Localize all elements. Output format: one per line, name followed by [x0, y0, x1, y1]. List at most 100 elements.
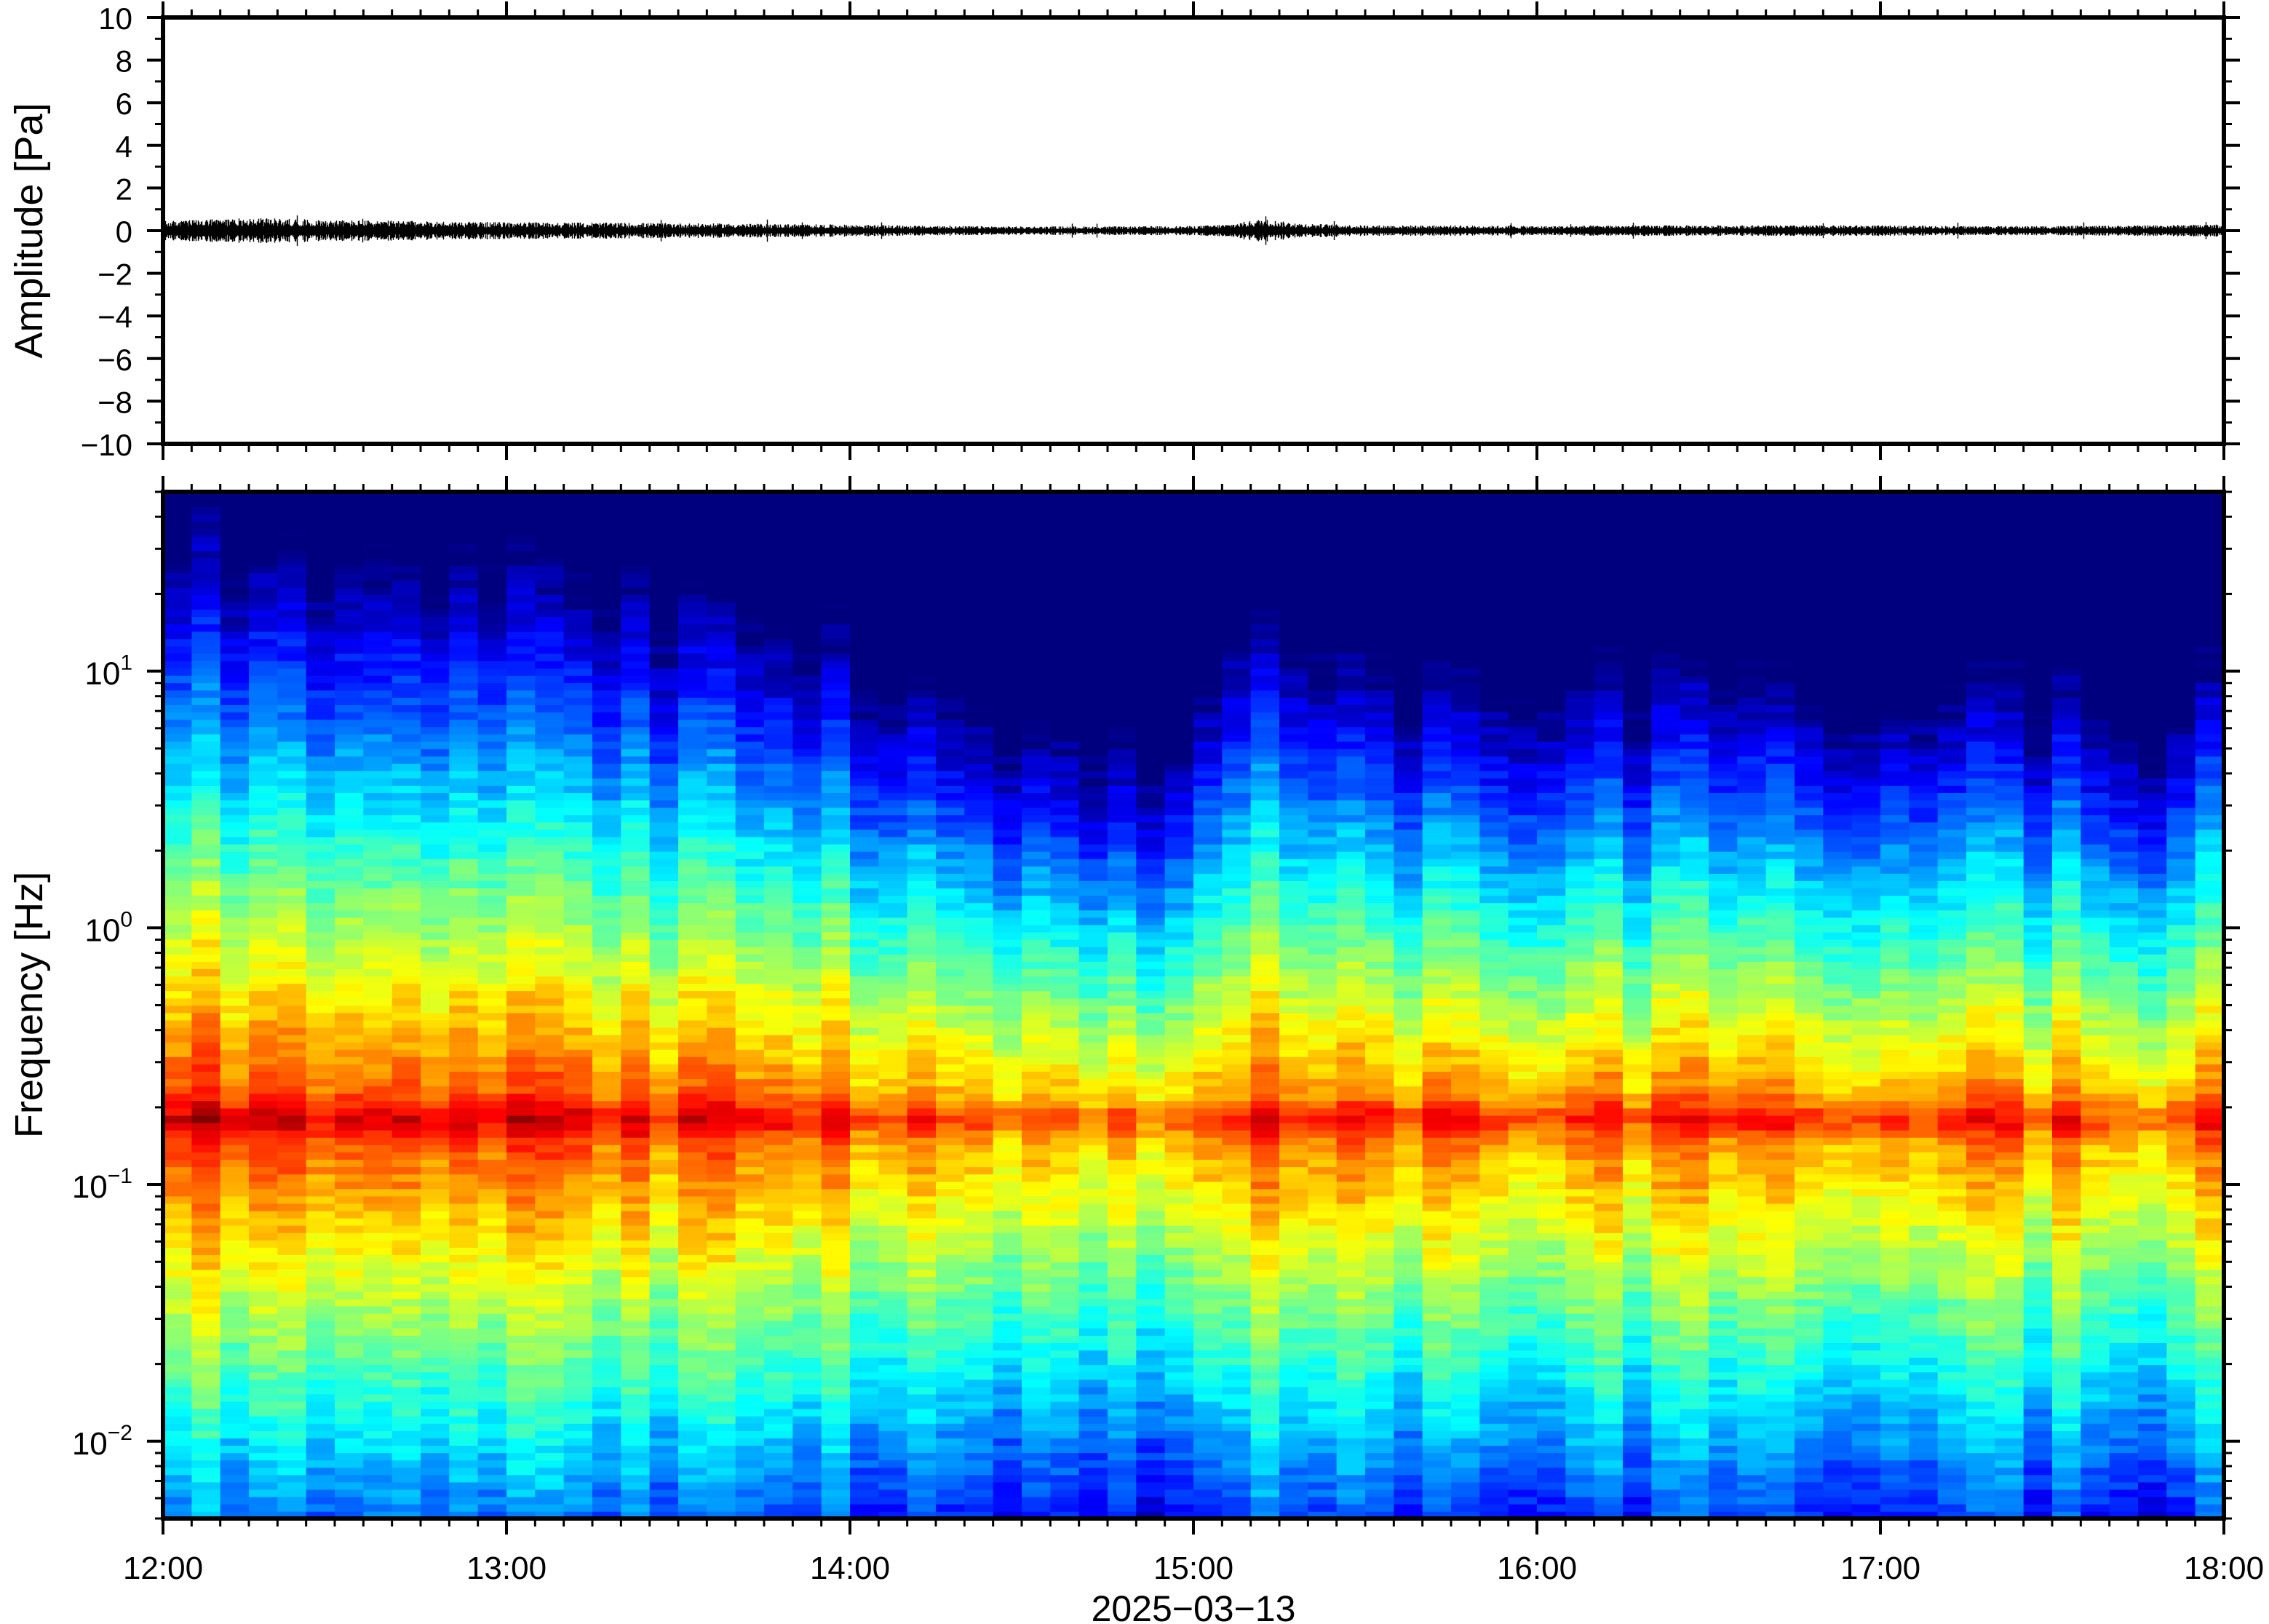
spectrogram-cell: [792, 1298, 822, 1307]
spectrogram-cell: [850, 712, 880, 720]
spectrogram-cell: [678, 1188, 708, 1197]
spectrogram-cell: [1022, 1144, 1052, 1153]
waveform-y-tick-label: 10: [98, 1, 132, 36]
spectrogram-cell: [792, 1086, 822, 1094]
spectrogram-cell: [907, 1313, 937, 1321]
spectrogram-cell: [477, 712, 507, 720]
spectrogram-cell: [878, 1034, 908, 1043]
spectrogram-cell: [1022, 1093, 1052, 1102]
spectrogram-cell: [421, 1430, 450, 1438]
spectrogram-cell: [392, 492, 421, 500]
spectrogram-cell: [392, 821, 421, 830]
spectrogram-cell: [592, 800, 622, 808]
spectrogram-cell: [850, 1467, 880, 1476]
spectrogram-cell: [363, 1496, 393, 1505]
spectrogram-cell: [592, 1137, 622, 1145]
spectrogram-cell: [191, 1247, 221, 1255]
spectrogram-cell: [392, 851, 421, 859]
spectrogram-cell: [1136, 1364, 1166, 1373]
spectrogram-cell: [163, 550, 193, 559]
spectrogram-cell: [764, 557, 794, 566]
waveform-y-tick-label: −2: [98, 258, 132, 292]
spectrogram-cell: [1022, 1408, 1052, 1417]
spectrogram-cell: [563, 1445, 593, 1454]
spectrogram-cell: [878, 1262, 908, 1270]
spectrogram-cell: [535, 565, 565, 573]
spectrogram-cell: [477, 785, 507, 794]
spectrogram-cell: [964, 931, 994, 940]
spectrogram-cell: [535, 785, 565, 794]
spectrogram-cell: [563, 888, 593, 896]
spectrogram-cell: [707, 726, 736, 735]
spectrogram-cell: [850, 726, 880, 735]
spectrogram-cell: [1022, 631, 1052, 640]
spectrogram-cell: [506, 594, 536, 602]
spectrogram-cell: [792, 712, 822, 720]
spectrogram-cell: [535, 1313, 565, 1321]
spectrogram-cell: [191, 565, 221, 573]
spectrogram-cell: [735, 682, 765, 690]
spectrogram-cell: [277, 1064, 307, 1072]
spectrogram-cell: [735, 1100, 765, 1109]
spectrogram-cell: [649, 492, 679, 500]
spectrogram-cell: [936, 1298, 966, 1307]
spectrogram-cell: [449, 976, 479, 984]
spectrogram-cell: [707, 1503, 736, 1512]
spectrogram-cell: [850, 895, 880, 904]
spectrogram-cell: [535, 602, 565, 610]
spectrogram-cell: [220, 521, 250, 530]
spectrogram-cell: [907, 1019, 937, 1028]
spectrogram-cell: [506, 998, 536, 1006]
spectrogram-cell: [907, 1225, 937, 1233]
spectrogram-cell: [392, 1503, 421, 1512]
spectrogram-cell: [306, 1342, 335, 1350]
spectrogram-cell: [936, 557, 966, 566]
spectrogram-cell: [764, 1276, 794, 1285]
spectrogram-cell: [449, 528, 479, 537]
spectrogram-cell: [993, 631, 1022, 640]
spectrogram-cell: [477, 645, 507, 654]
spectrogram-cell: [563, 931, 593, 940]
spectrogram-cell: [335, 1496, 365, 1505]
spectrogram-cell: [535, 1174, 565, 1182]
spectrogram-cell: [421, 1181, 450, 1190]
spectrogram-cell: [649, 924, 679, 933]
spectrogram-cell: [306, 690, 335, 698]
spectrogram-cell: [163, 1422, 193, 1431]
spectrogram-cell: [449, 873, 479, 881]
spectrogram-cell: [850, 1474, 880, 1483]
spectrogram-cell: [764, 674, 794, 683]
spectrogram-cell: [678, 631, 708, 640]
spectrogram-cell: [792, 748, 822, 757]
spectrogram-cell: [449, 624, 479, 632]
spectrogram-cell: [964, 1364, 994, 1373]
spectrogram-cell: [936, 1247, 966, 1255]
spectrogram-cell: [535, 1335, 565, 1343]
spectrogram-cell: [277, 785, 307, 794]
spectrogram-cell: [649, 667, 679, 676]
spectrogram-cell: [392, 1122, 421, 1131]
spectrogram-cell: [335, 653, 365, 661]
spectrogram-cell: [392, 521, 421, 530]
spectrogram-cell: [506, 924, 536, 933]
spectrogram-cell: [477, 1305, 507, 1314]
spectrogram-cell: [220, 1240, 250, 1248]
spectrogram-cell: [878, 741, 908, 749]
spectrogram-cell: [621, 645, 651, 654]
spectrogram-cell: [964, 880, 994, 889]
spectrogram-cell: [506, 550, 536, 559]
spectrogram-cell: [449, 1379, 479, 1388]
spectrogram-cell: [191, 1269, 221, 1278]
spectrogram-cell: [964, 690, 994, 698]
spectrogram-cell: [936, 821, 966, 830]
spectrogram-cell: [792, 917, 822, 926]
spectrogram-cell: [821, 1489, 851, 1497]
spectrogram-cell: [850, 674, 880, 683]
spectrogram-cell: [1050, 1415, 1080, 1424]
spectrogram-cell: [821, 1100, 851, 1109]
spectrogram-cell: [249, 1210, 279, 1219]
spectrogram-cell: [678, 726, 708, 735]
spectrogram-cell: [649, 1401, 679, 1409]
spectrogram-cell: [592, 1086, 622, 1094]
spectrogram-cell: [277, 528, 307, 537]
